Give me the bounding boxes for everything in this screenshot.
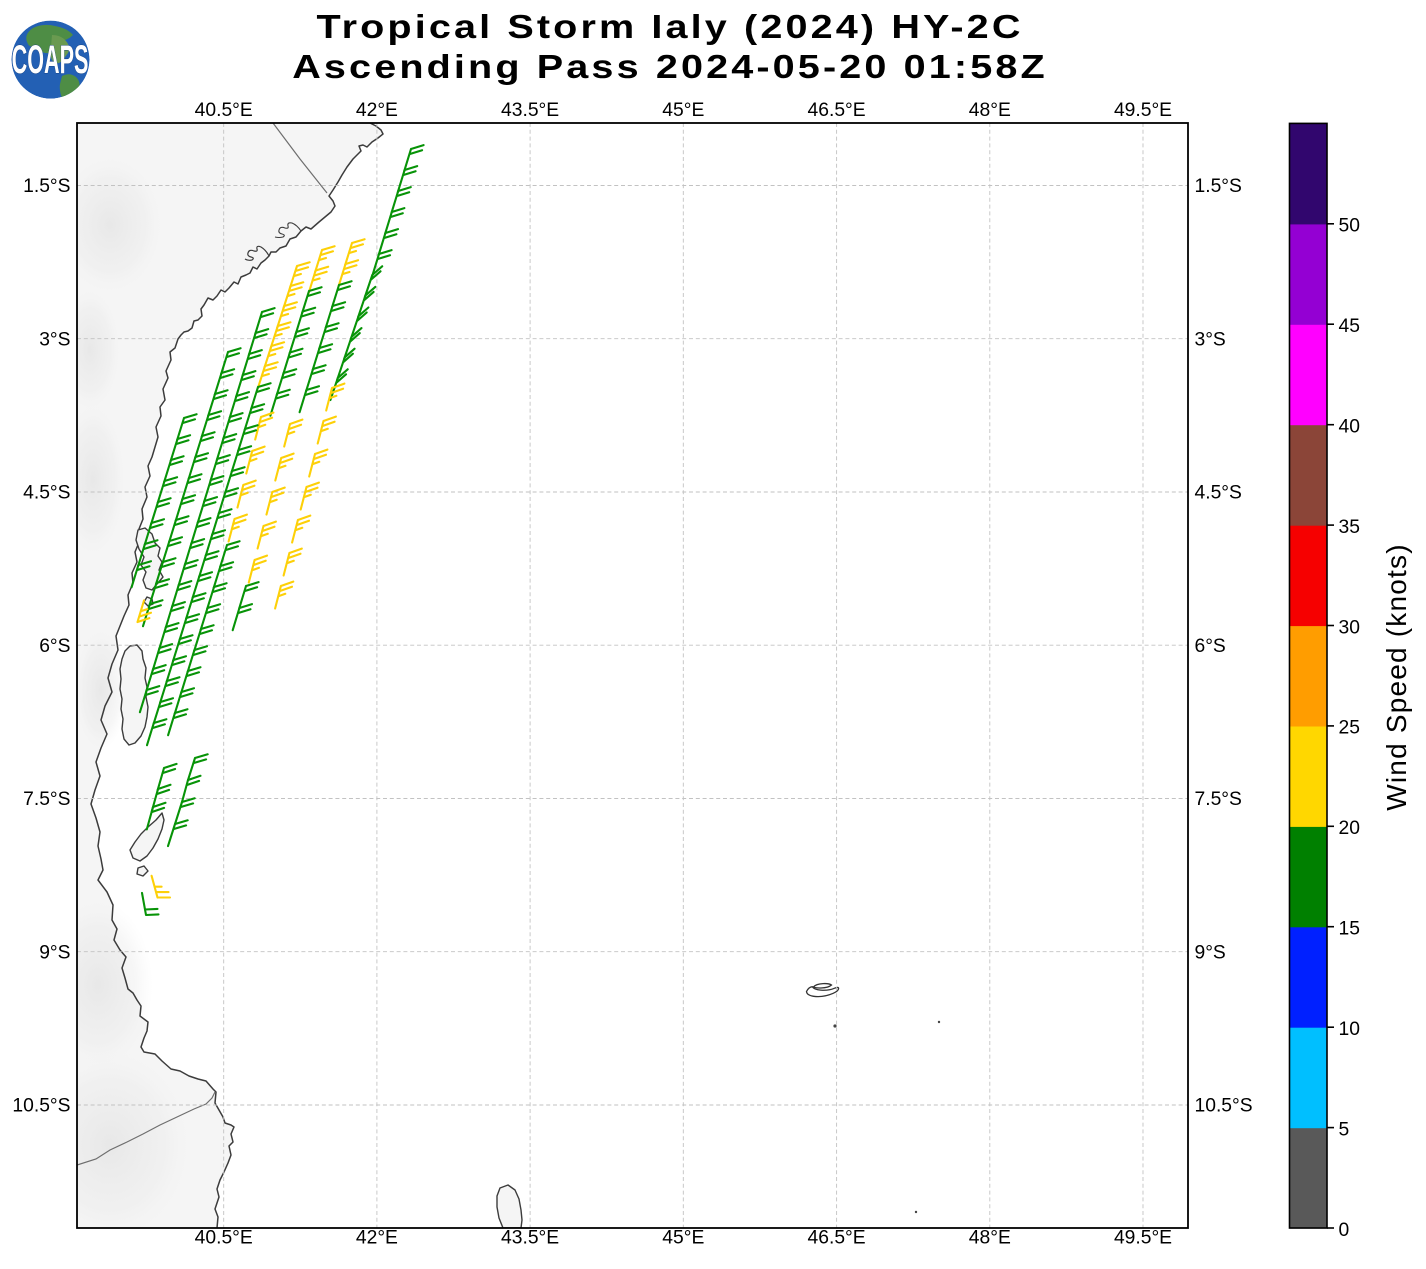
- svg-text:30: 30: [1339, 617, 1360, 638]
- svg-text:9°S: 9°S: [1195, 942, 1226, 963]
- svg-text:46.5°E: 46.5°E: [808, 1228, 866, 1249]
- svg-text:Tropical Storm Ialy (2024) HY-: Tropical Storm Ialy (2024) HY-2C: [316, 8, 1023, 45]
- svg-text:49.5°E: 49.5°E: [1114, 1228, 1172, 1249]
- svg-text:7.5°S: 7.5°S: [23, 789, 70, 810]
- svg-text:4.5°S: 4.5°S: [23, 483, 70, 504]
- svg-text:15: 15: [1339, 919, 1360, 940]
- svg-text:Wind Speed (knots): Wind Speed (knots): [1381, 543, 1412, 811]
- svg-text:10.5°S: 10.5°S: [12, 1096, 70, 1117]
- svg-text:6°S: 6°S: [1195, 636, 1226, 657]
- svg-text:43.5°E: 43.5°E: [501, 1228, 559, 1249]
- svg-text:35: 35: [1339, 517, 1360, 538]
- svg-text:45°E: 45°E: [662, 1228, 704, 1249]
- svg-text:5: 5: [1339, 1119, 1350, 1140]
- svg-text:48°E: 48°E: [969, 100, 1011, 121]
- svg-text:43.5°E: 43.5°E: [501, 100, 559, 121]
- svg-text:46.5°E: 46.5°E: [808, 100, 866, 121]
- svg-text:6°S: 6°S: [39, 636, 70, 657]
- svg-text:49.5°E: 49.5°E: [1114, 100, 1172, 121]
- svg-text:42°E: 42°E: [356, 100, 398, 121]
- svg-text:3°S: 3°S: [1195, 329, 1226, 350]
- svg-text:10: 10: [1339, 1019, 1360, 1040]
- svg-text:45: 45: [1339, 316, 1360, 337]
- svg-text:1.5°S: 1.5°S: [23, 176, 70, 197]
- svg-text:48°E: 48°E: [969, 1228, 1011, 1249]
- svg-text:9°S: 9°S: [39, 942, 70, 963]
- svg-text:COAPS: COAPS: [12, 37, 89, 82]
- svg-text:7.5°S: 7.5°S: [1195, 789, 1242, 810]
- svg-text:Ascending Pass 2024-05-20 01:5: Ascending Pass 2024-05-20 01:58Z: [292, 48, 1048, 85]
- svg-text:45°E: 45°E: [662, 100, 704, 121]
- svg-text:42°E: 42°E: [356, 1228, 398, 1249]
- svg-text:40: 40: [1339, 417, 1360, 438]
- svg-text:40.5°E: 40.5°E: [195, 100, 253, 121]
- svg-text:1.5°S: 1.5°S: [1195, 176, 1242, 197]
- svg-text:10.5°S: 10.5°S: [1195, 1096, 1253, 1117]
- svg-text:4.5°S: 4.5°S: [1195, 483, 1242, 504]
- svg-text:0: 0: [1339, 1220, 1350, 1241]
- svg-text:3°S: 3°S: [39, 329, 70, 350]
- svg-text:40.5°E: 40.5°E: [195, 1228, 253, 1249]
- svg-text:25: 25: [1339, 718, 1360, 739]
- svg-text:20: 20: [1339, 818, 1360, 839]
- svg-text:50: 50: [1339, 216, 1360, 237]
